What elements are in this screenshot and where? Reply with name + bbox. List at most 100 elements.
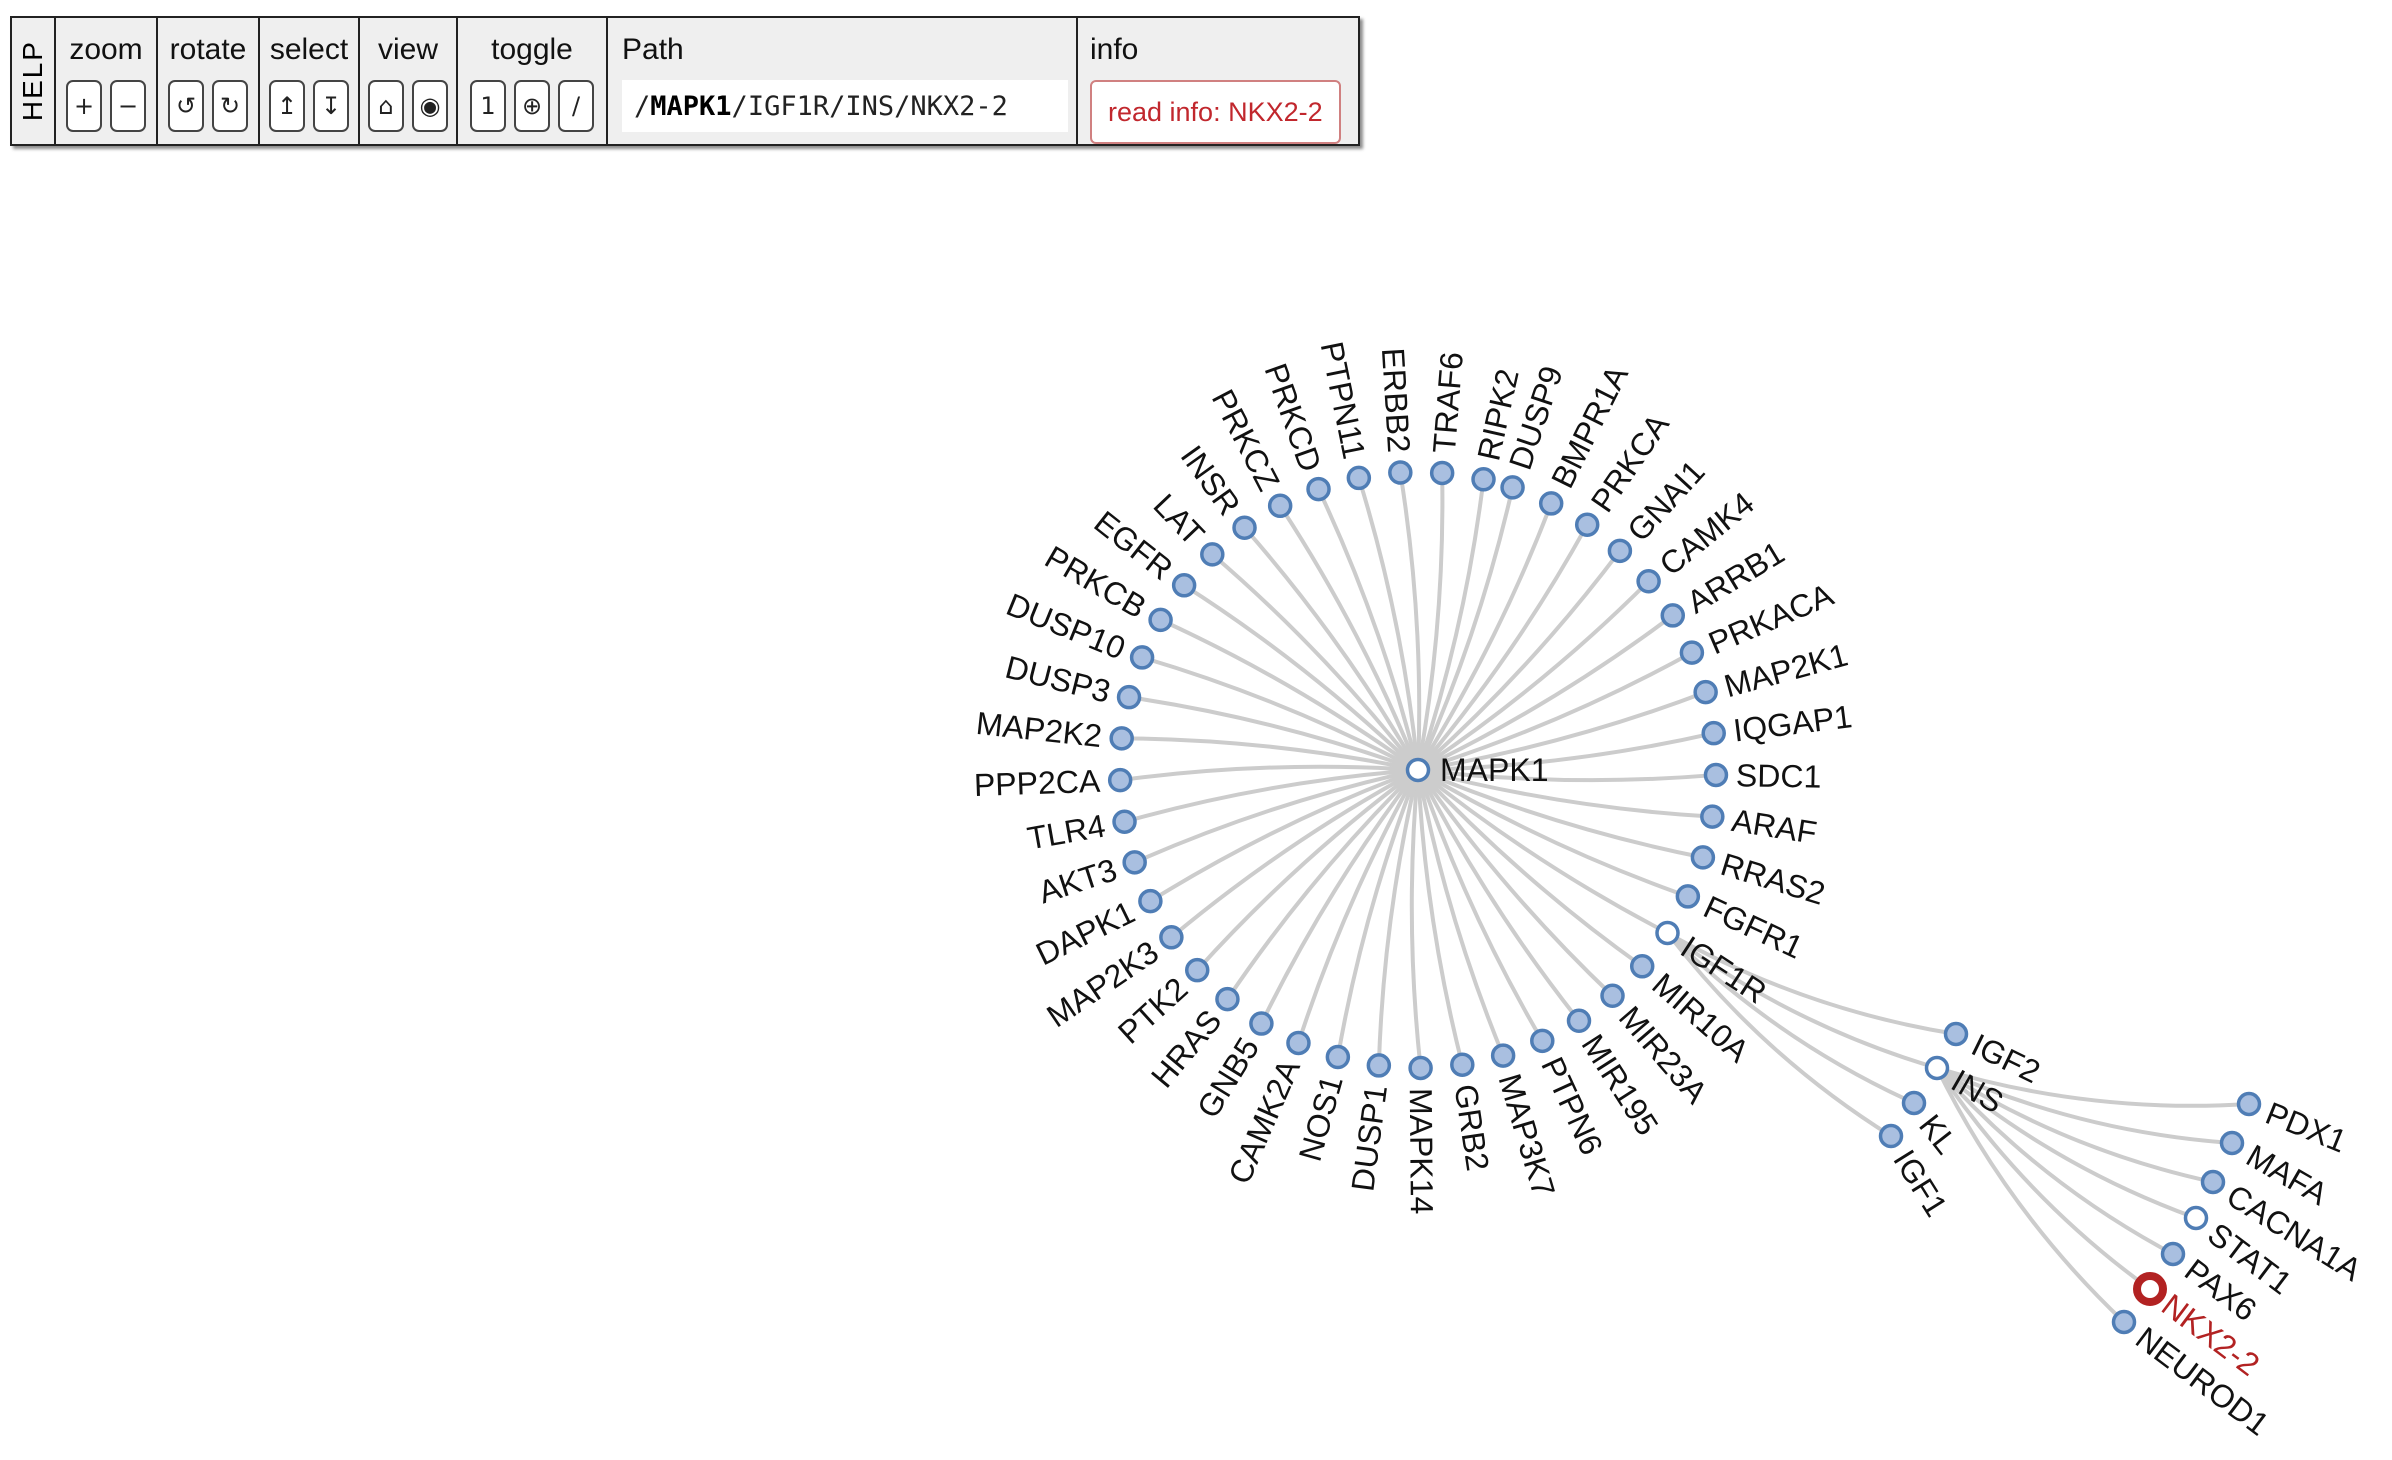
node-label[interactable]: DUSP1 [1344, 1083, 1394, 1194]
node-circle[interactable] [1408, 1055, 1433, 1081]
path-segment-igf1r[interactable]: IGF1R [747, 90, 830, 122]
node-circle[interactable] [1450, 1052, 1475, 1077]
node-label[interactable]: IGF1 [1886, 1143, 1954, 1222]
node-traf6[interactable]: TRAF6 [1426, 351, 1470, 486]
node-circle[interactable] [1878, 1123, 1904, 1149]
node-circle[interactable] [1306, 476, 1331, 502]
node-label[interactable]: ARAF [1729, 802, 1819, 851]
node-mapk1[interactable]: MAPK1 [1405, 752, 1549, 788]
node-circle[interactable] [1690, 845, 1716, 870]
node-circle[interactable] [1249, 1011, 1274, 1036]
node-mapk14[interactable]: MAPK14 [1403, 1055, 1440, 1215]
node-circle[interactable] [1703, 762, 1729, 788]
zoom-in-button[interactable]: + [66, 80, 102, 132]
node-circle[interactable] [1660, 603, 1686, 628]
node-dusp1[interactable]: DUSP1 [1344, 1053, 1394, 1194]
toggle-path-button[interactable]: / [558, 80, 594, 132]
node-circle[interactable] [1405, 757, 1431, 783]
node-circle[interactable] [1901, 1090, 1927, 1116]
node-circle[interactable] [2183, 1205, 2209, 1231]
node-ppp2ca[interactable]: PPP2CA [973, 763, 1133, 803]
path-segment-mapk1[interactable]: MAPK1 [650, 90, 732, 122]
node-circle[interactable] [1388, 460, 1413, 485]
node-iqgap1[interactable]: IQGAP1 [1701, 698, 1854, 749]
node-circle[interactable] [1700, 804, 1725, 829]
node-circle[interactable] [1148, 607, 1173, 633]
center-view-button[interactable]: ◉ [412, 80, 448, 132]
toggle-expand-button[interactable]: ⊕ [514, 80, 550, 132]
node-circle[interactable] [1490, 1043, 1516, 1068]
node-circle[interactable] [1109, 726, 1134, 751]
node-circle[interactable] [1267, 493, 1293, 519]
node-circle[interactable] [1566, 1008, 1592, 1034]
node-circle[interactable] [1129, 645, 1155, 670]
node-akt3[interactable]: AKT3 [1034, 850, 1147, 910]
help-group[interactable]: HELP [12, 18, 56, 144]
node-erbb2[interactable]: ERBB2 [1375, 347, 1417, 485]
node-label[interactable]: MAPK1 [1440, 752, 1548, 788]
node-label[interactable]: ERBB2 [1375, 347, 1417, 454]
node-circle[interactable] [2236, 1091, 2262, 1117]
select-up-button[interactable]: ↥ [269, 80, 305, 132]
node-circle[interactable] [1366, 1053, 1392, 1078]
node-tlr4[interactable]: TLR4 [1025, 807, 1137, 857]
node-circle[interactable] [1200, 542, 1225, 567]
toggle-single-button[interactable]: 1 [470, 80, 506, 132]
node-circle[interactable] [1116, 684, 1142, 710]
rotate-right-button[interactable]: ↻ [212, 80, 248, 132]
read-info-button[interactable]: read info: NKX2-2 [1090, 80, 1341, 144]
node-circle[interactable] [1346, 465, 1372, 491]
node-label[interactable]: GRB2 [1447, 1082, 1496, 1174]
node-label[interactable]: MAPK14 [1403, 1088, 1440, 1215]
node-label[interactable]: PPP2CA [973, 763, 1101, 803]
node-label[interactable]: IQGAP1 [1731, 698, 1854, 748]
node-grb2[interactable]: GRB2 [1447, 1052, 1496, 1174]
node-circle[interactable] [2111, 1309, 2137, 1335]
node-circle[interactable] [1184, 957, 1210, 983]
node-nos1[interactable]: NOS1 [1292, 1044, 1351, 1166]
node-circle[interactable] [1138, 888, 1163, 914]
zoom-out-button[interactable]: − [110, 80, 146, 132]
node-circle[interactable] [2200, 1169, 2226, 1195]
node-araf[interactable]: ARAF [1700, 802, 1819, 851]
node-circle[interactable] [1325, 1044, 1351, 1070]
node-circle[interactable] [1924, 1055, 1950, 1081]
node-circle[interactable] [1675, 884, 1701, 909]
node-sdc1[interactable]: SDC1 [1703, 757, 1822, 795]
path-segment-ins[interactable]: INS [845, 90, 895, 122]
node-circle[interactable] [2133, 1272, 2167, 1306]
node-circle[interactable] [1122, 850, 1147, 875]
node-circle[interactable] [1943, 1021, 1969, 1047]
node-circle[interactable] [1693, 679, 1718, 705]
node-label[interactable]: SDC1 [1736, 757, 1822, 794]
node-circle[interactable] [1471, 467, 1496, 492]
home-view-button[interactable]: ⌂ [368, 80, 404, 132]
node-circle[interactable] [1232, 515, 1257, 540]
node-circle[interactable] [1159, 925, 1184, 950]
node-circle[interactable] [1655, 920, 1680, 946]
node-circle[interactable] [2160, 1241, 2186, 1267]
node-circle[interactable] [1629, 954, 1655, 979]
node-label[interactable]: TLR4 [1025, 807, 1108, 856]
node-circle[interactable] [1215, 986, 1240, 1012]
node-circle[interactable] [1530, 1028, 1555, 1054]
node-circle[interactable] [1112, 809, 1137, 834]
node-circle[interactable] [1500, 475, 1525, 500]
node-circle[interactable] [1679, 640, 1705, 665]
node-label[interactable]: PTPN11 [1314, 339, 1373, 462]
select-down-button[interactable]: ↧ [313, 80, 349, 132]
node-circle[interactable] [1107, 767, 1133, 793]
node-circle[interactable] [2219, 1130, 2245, 1156]
rotate-left-button[interactable]: ↺ [168, 80, 204, 132]
path-segment-nkx2-2[interactable]: NKX2-2 [910, 90, 1008, 122]
node-circle[interactable] [1636, 569, 1661, 594]
node-circle[interactable] [1171, 573, 1197, 598]
node-circle[interactable] [1607, 538, 1633, 564]
node-label[interactable]: NOS1 [1292, 1071, 1350, 1165]
node-circle[interactable] [1286, 1030, 1311, 1056]
node-label[interactable]: TRAF6 [1426, 351, 1470, 455]
node-circle[interactable] [1538, 491, 1564, 516]
node-circle[interactable] [1600, 983, 1625, 1009]
node-label[interactable]: MAP2K2 [974, 705, 1103, 754]
